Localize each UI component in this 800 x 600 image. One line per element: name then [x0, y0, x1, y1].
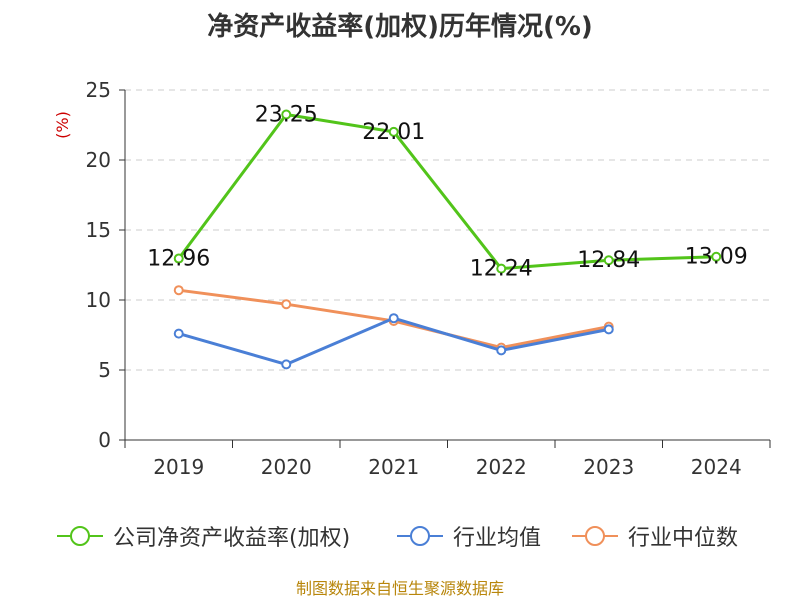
data-label: 12.84: [577, 248, 640, 273]
data-label: 13.09: [685, 245, 748, 270]
data-point: [281, 359, 292, 370]
data-point: [603, 255, 614, 266]
data-point: [173, 253, 184, 264]
chart-legend: 公司净资产收益率(加权) 行业均值 行业中位数: [0, 518, 800, 554]
y-tick-label: 0: [98, 428, 111, 452]
x-tick-label: 2024: [691, 455, 742, 479]
y-tick-label: 25: [86, 78, 111, 102]
data-point: [388, 126, 399, 137]
data-point: [281, 109, 292, 120]
x-tick-label: 2020: [261, 455, 312, 479]
y-tick-label: 20: [86, 148, 111, 172]
y-tick-label: 15: [86, 218, 111, 242]
series-line: [177, 113, 717, 271]
y-axis-label: (%): [53, 111, 72, 139]
data-point: [173, 328, 184, 339]
y-tick-label: 10: [86, 288, 111, 312]
data-label: 22.01: [362, 120, 425, 145]
legend-label: 公司净资产收益率(加权): [113, 526, 351, 551]
x-tick-label: 2019: [153, 455, 204, 479]
data-label: 23.25: [255, 103, 318, 128]
data-point: [603, 324, 614, 335]
chart-title: 净资产收益率(加权)历年情况(%): [207, 12, 593, 42]
data-point: [388, 313, 399, 324]
data-point: [496, 263, 507, 274]
data-label: 12.24: [470, 257, 533, 282]
x-tick-label: 2023: [583, 455, 634, 479]
source-note: 制图数据来自恒生聚源数据库: [295, 579, 504, 598]
y-tick-label: 5: [98, 358, 111, 382]
data-point: [281, 299, 292, 310]
x-tick-label: 2022: [476, 455, 527, 479]
legend-marker-icon: [572, 526, 618, 546]
x-tick-label: 2021: [368, 455, 419, 479]
data-point: [711, 251, 722, 262]
legend-label: 行业中位数: [628, 526, 739, 551]
legend-item[interactable]: 行业中位数: [570, 518, 738, 554]
data-label: 12.96: [147, 247, 210, 272]
data-point: [496, 345, 507, 356]
chart-plot: 0 5 10 15 20 25 2019 2020 2021 2022 2023 2024 (%) 12.…: [53, 78, 771, 479]
legend-label: 行业均值: [453, 526, 542, 551]
legend-item[interactable]: 行业均值: [395, 518, 541, 554]
legend-item[interactable]: 公司净资产收益率(加权): [55, 518, 350, 554]
data-point: [173, 285, 184, 296]
legend-marker-icon: [57, 526, 103, 546]
legend-marker-icon: [397, 526, 443, 546]
